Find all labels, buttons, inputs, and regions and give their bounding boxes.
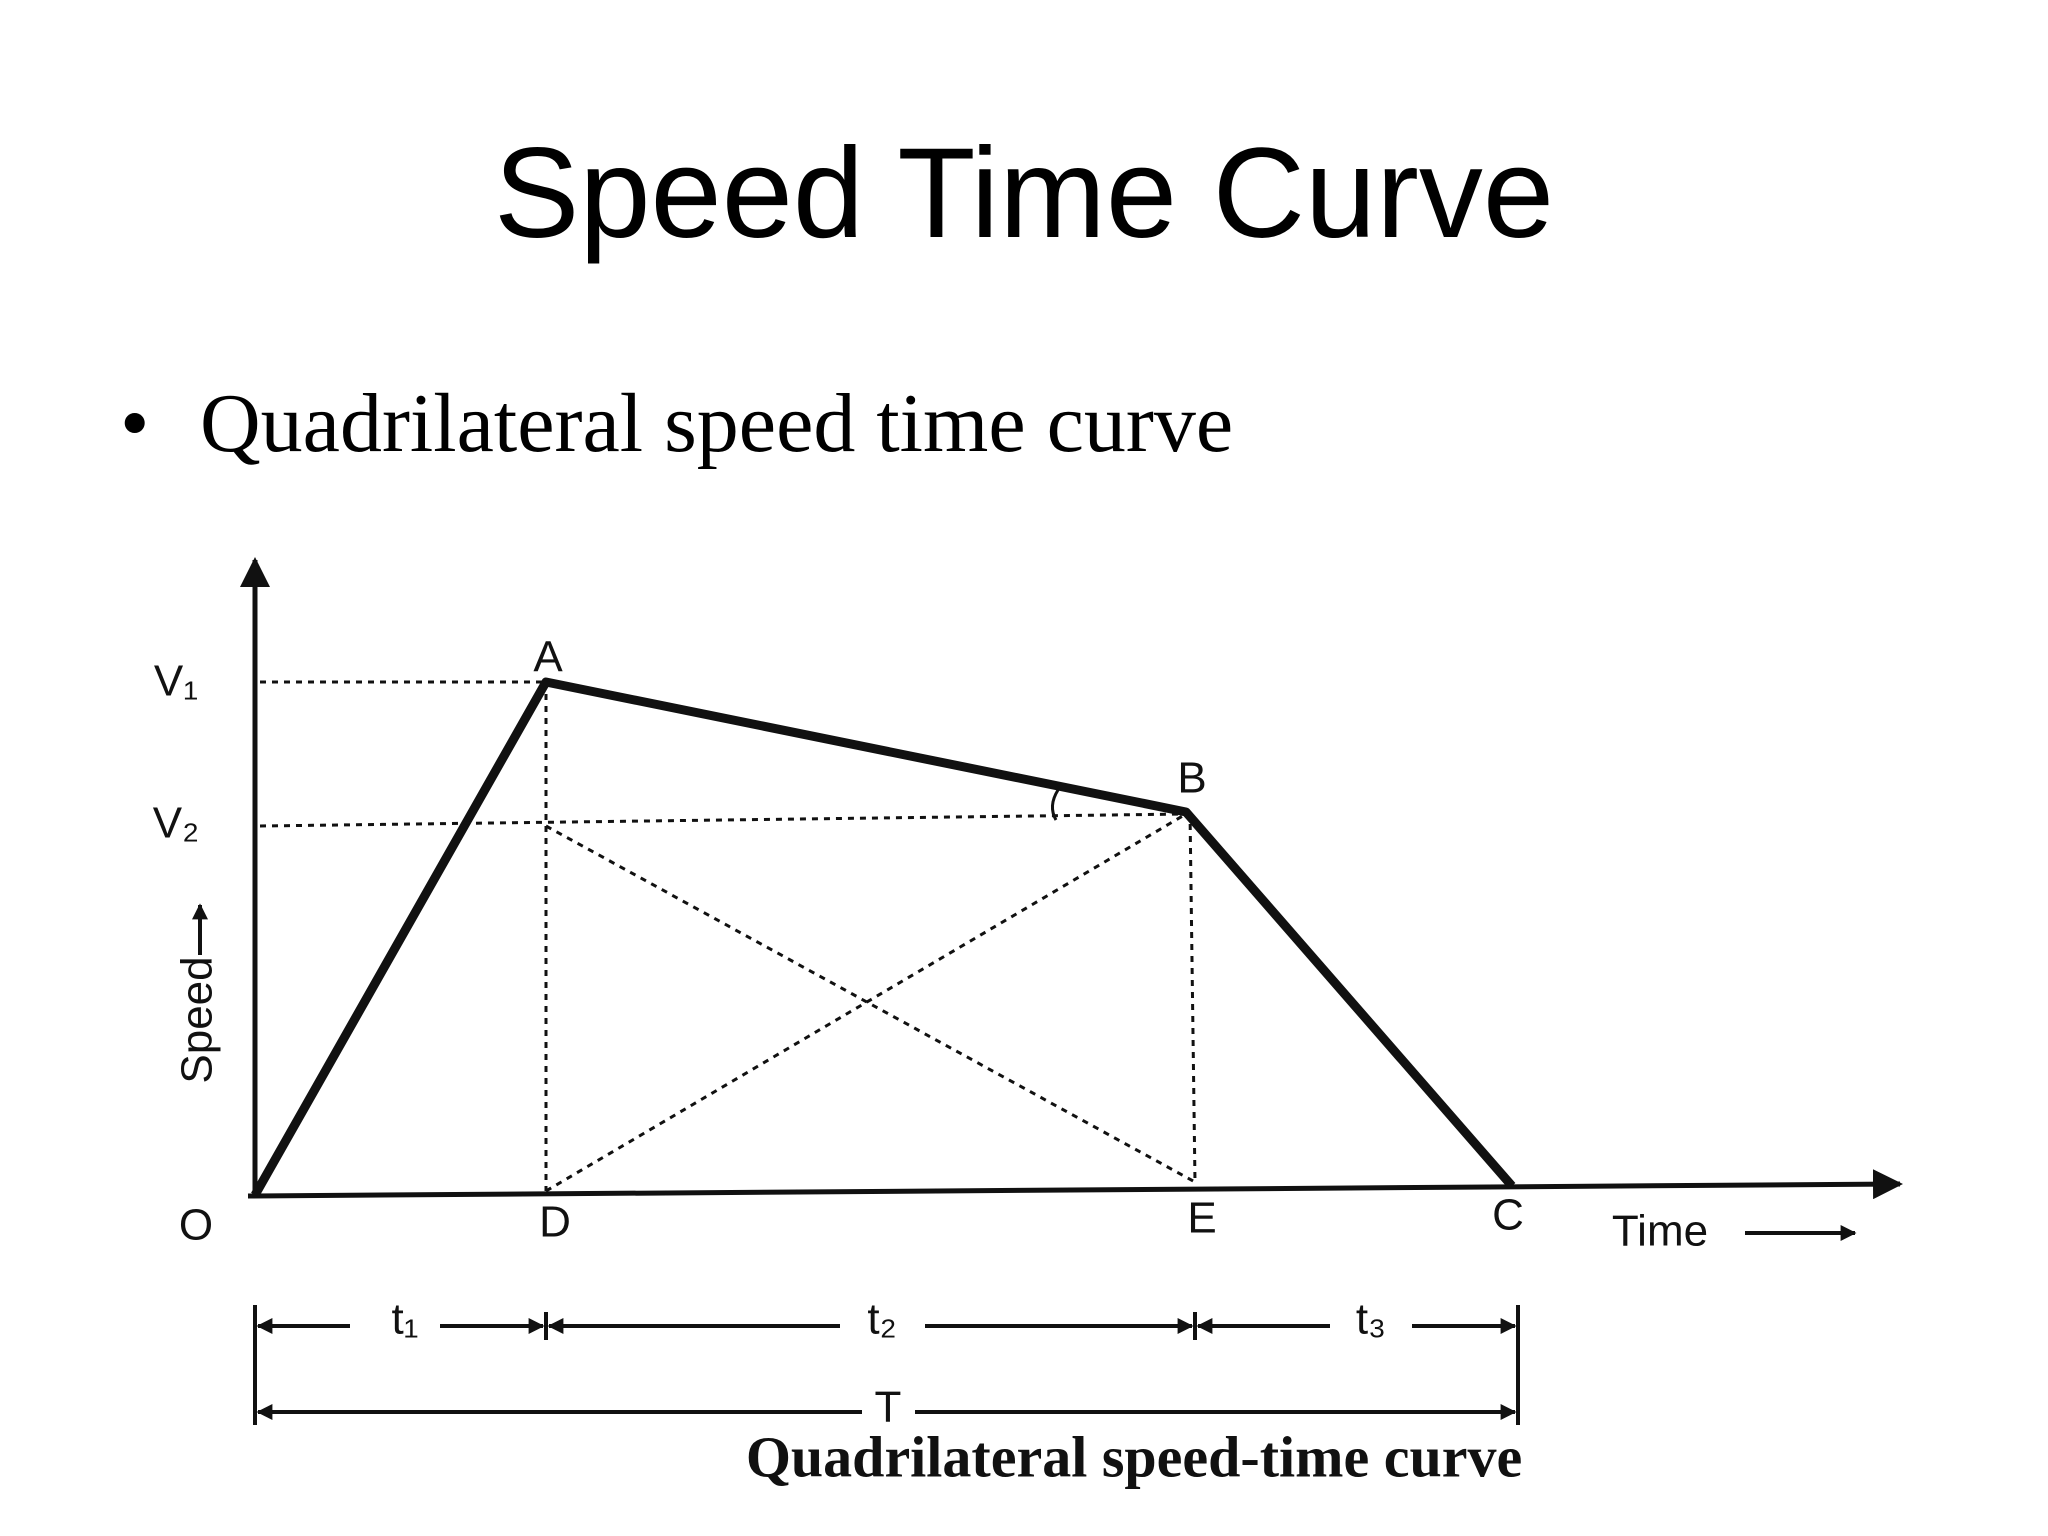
- interval-t2: t₂: [867, 1295, 896, 1344]
- v1-label: V₁: [154, 657, 198, 706]
- point-o: O: [179, 1201, 213, 1250]
- point-d: D: [539, 1198, 571, 1247]
- v2-label: V₂: [153, 799, 199, 848]
- x-axis: [247, 1169, 1903, 1200]
- y-axis-label: Speed: [173, 956, 222, 1083]
- interval-t1: t₁: [391, 1295, 418, 1344]
- slide-title: Speed Time Curve: [493, 122, 1555, 265]
- interval-lines: [253, 1305, 1520, 1425]
- interval-t3: t₃: [1356, 1295, 1386, 1344]
- x-axis-label: Time: [1612, 1207, 1708, 1256]
- angle-arc: [1051, 789, 1060, 821]
- point-c: C: [1492, 1191, 1524, 1240]
- bullet-dot: •: [120, 377, 150, 470]
- point-a: A: [533, 633, 563, 682]
- bullet-text: Quadrilateral speed time curve: [200, 377, 1234, 470]
- point-e: E: [1187, 1194, 1216, 1243]
- point-b: B: [1177, 754, 1206, 803]
- guide-lines: [259, 680, 1197, 1193]
- bullet-item: • Quadrilateral speed time curve: [120, 375, 1233, 472]
- diagram-caption: Quadrilateral speed-time curve: [746, 1424, 1522, 1489]
- interval-total: T: [875, 1383, 902, 1432]
- speed-curve: [251, 677, 1516, 1198]
